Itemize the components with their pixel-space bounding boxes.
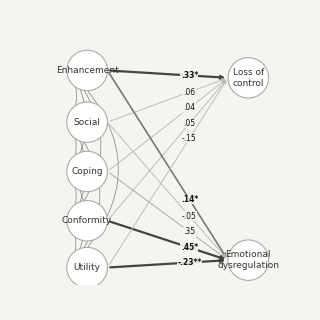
Circle shape <box>67 201 108 241</box>
Text: .06: .06 <box>183 87 196 97</box>
Text: Conformity: Conformity <box>62 216 112 225</box>
Text: .05: .05 <box>183 119 196 128</box>
Circle shape <box>67 50 108 91</box>
Text: .14*: .14* <box>181 195 198 204</box>
Text: -.23**: -.23** <box>177 258 202 267</box>
Circle shape <box>67 151 108 192</box>
Text: Enhancement: Enhancement <box>56 66 118 75</box>
Text: .35: .35 <box>183 227 196 236</box>
Circle shape <box>228 58 269 98</box>
Circle shape <box>67 102 108 142</box>
Text: Loss of
control: Loss of control <box>233 68 264 88</box>
Text: .33*: .33* <box>181 71 198 80</box>
Text: Social: Social <box>74 118 100 127</box>
Text: .45*: .45* <box>181 243 198 252</box>
Text: -.15: -.15 <box>182 134 197 143</box>
Text: Coping: Coping <box>71 167 103 176</box>
Text: Utility: Utility <box>74 263 100 272</box>
Text: -.05: -.05 <box>182 212 197 220</box>
Text: .04: .04 <box>183 103 196 112</box>
Circle shape <box>67 247 108 288</box>
Text: Emotional
dysregulation: Emotional dysregulation <box>217 251 279 270</box>
Circle shape <box>228 240 269 280</box>
